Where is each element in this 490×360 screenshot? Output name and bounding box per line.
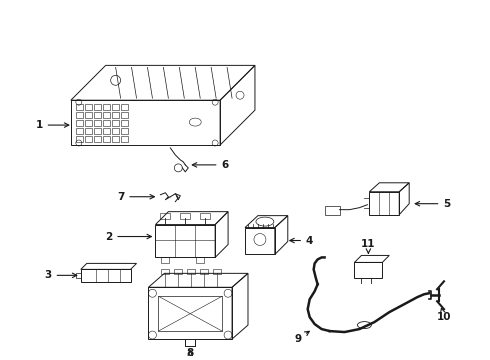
Bar [76, 104, 83, 110]
Bar [200, 213, 210, 219]
Text: 4: 4 [290, 235, 314, 246]
Text: 2: 2 [105, 231, 151, 242]
Bar [85, 120, 92, 126]
Text: 6: 6 [192, 160, 229, 170]
Bar [160, 213, 171, 219]
Text: 5: 5 [415, 199, 451, 209]
Bar [76, 112, 83, 118]
Bar [121, 104, 127, 110]
Text: 11: 11 [361, 239, 376, 253]
Bar [112, 112, 119, 118]
Bar [103, 120, 110, 126]
Bar [354, 262, 382, 278]
Bar [112, 104, 119, 110]
Bar [180, 213, 190, 219]
Bar [103, 104, 110, 110]
Text: 1: 1 [35, 120, 69, 130]
Bar [103, 112, 110, 118]
Bar [103, 136, 110, 142]
Bar [112, 128, 119, 134]
Bar [174, 269, 182, 274]
Bar [121, 120, 127, 126]
Bar [94, 104, 101, 110]
Bar [94, 112, 101, 118]
Bar [76, 128, 83, 134]
Bar [85, 128, 92, 134]
Bar [85, 104, 92, 110]
Bar [121, 128, 127, 134]
Text: 3: 3 [45, 270, 77, 280]
Bar [200, 269, 208, 274]
Bar [103, 128, 110, 134]
Bar [112, 120, 119, 126]
Text: 9: 9 [294, 331, 309, 344]
Bar [76, 136, 83, 142]
Bar [187, 269, 195, 274]
Bar [94, 128, 101, 134]
Bar [85, 136, 92, 142]
Text: 7: 7 [117, 192, 154, 202]
Bar [121, 112, 127, 118]
Bar [76, 120, 83, 126]
Bar [85, 112, 92, 118]
Bar [161, 269, 170, 274]
Bar [213, 269, 221, 274]
Text: 10: 10 [437, 309, 451, 322]
Bar [121, 136, 127, 142]
Bar [112, 136, 119, 142]
Bar [94, 120, 101, 126]
Bar [94, 136, 101, 142]
Text: 8: 8 [187, 348, 194, 358]
